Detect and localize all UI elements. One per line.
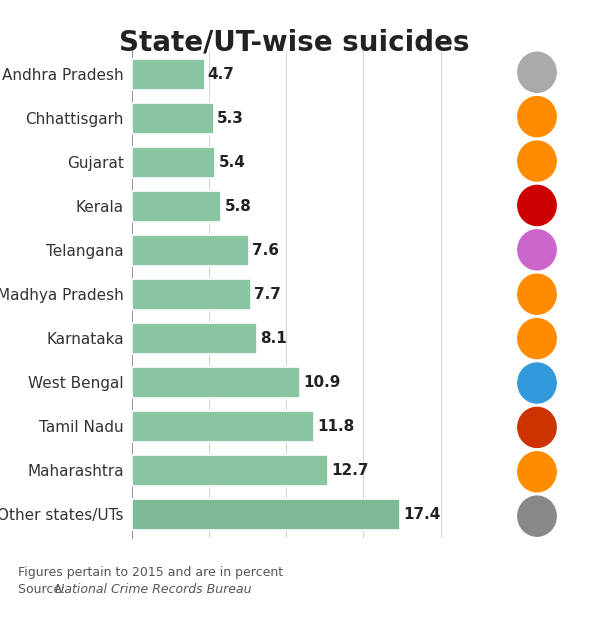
Text: 11.8: 11.8 (317, 419, 355, 434)
Bar (132, 59, 205, 90)
Bar (132, 411, 314, 441)
Bar (132, 367, 300, 398)
Bar (132, 147, 215, 178)
Text: 17.4: 17.4 (404, 506, 441, 521)
Text: National Crime Records Bureau: National Crime Records Bureau (55, 583, 252, 596)
Text: 7.7: 7.7 (254, 287, 281, 302)
Text: 5.3: 5.3 (217, 111, 244, 126)
Text: 5.4: 5.4 (218, 155, 245, 170)
Text: 12.7: 12.7 (331, 463, 368, 478)
Bar (132, 235, 249, 265)
Bar (132, 499, 400, 530)
Bar (132, 454, 328, 486)
Text: 8.1: 8.1 (260, 331, 287, 346)
Bar (132, 191, 221, 222)
Text: 10.9: 10.9 (303, 375, 341, 390)
Bar (132, 279, 251, 310)
Text: Source:: Source: (18, 583, 70, 596)
Text: 4.7: 4.7 (208, 67, 235, 82)
Text: 5.8: 5.8 (224, 198, 251, 213)
Bar (132, 103, 214, 134)
Text: 7.6: 7.6 (253, 243, 280, 258)
Bar (132, 323, 257, 354)
Text: State/UT-wise suicides: State/UT-wise suicides (119, 28, 469, 56)
Text: Figures pertain to 2015 and are in percent: Figures pertain to 2015 and are in perce… (18, 566, 283, 579)
